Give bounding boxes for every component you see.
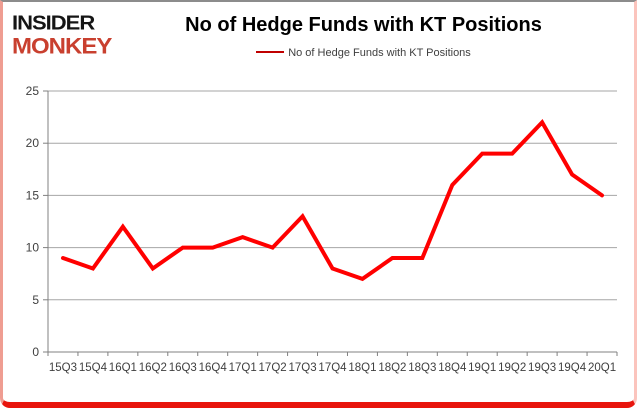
legend-label: No of Hedge Funds with KT Positions bbox=[288, 47, 471, 60]
y-tick-label: 15 bbox=[26, 188, 40, 202]
x-tick-label: 18Q3 bbox=[408, 362, 436, 374]
x-tick-label: 17Q2 bbox=[259, 362, 287, 374]
y-tick-label: 0 bbox=[32, 345, 39, 359]
x-tick-label: 15Q3 bbox=[49, 362, 77, 374]
logo-text-monkey: MONKEY bbox=[12, 34, 112, 59]
x-tick-label: 17Q1 bbox=[229, 362, 257, 374]
chart-title: No of Hedge Funds with KT Positions bbox=[185, 14, 542, 36]
chart-legend: No of Hedge Funds with KT Positions bbox=[113, 47, 614, 59]
insider-monkey-logo: INSIDER MONKEY bbox=[12, 11, 112, 60]
x-tick-label: 20Q1 bbox=[588, 362, 616, 374]
x-tick-label: 16Q2 bbox=[139, 362, 167, 374]
y-tick-label: 10 bbox=[26, 241, 40, 255]
chart-header: No of Hedge Funds with KT Positions No o… bbox=[113, 14, 614, 59]
legend-line-swatch bbox=[256, 51, 285, 54]
x-tick-label: 16Q4 bbox=[199, 362, 228, 374]
x-tick-label: 19Q3 bbox=[528, 362, 556, 374]
x-tick-label: 19Q2 bbox=[498, 362, 526, 374]
logo-text-insider: INSIDER bbox=[12, 11, 95, 35]
x-tick-label: 17Q4 bbox=[318, 362, 347, 374]
x-tick-label: 15Q4 bbox=[79, 362, 108, 374]
y-tick-label: 5 bbox=[32, 293, 39, 307]
x-tick-label: 18Q2 bbox=[378, 362, 406, 374]
x-tick-label: 16Q3 bbox=[169, 362, 197, 374]
x-tick-label: 19Q1 bbox=[468, 362, 496, 374]
y-tick-label: 20 bbox=[26, 136, 40, 150]
x-tick-label: 16Q1 bbox=[109, 362, 137, 374]
x-tick-label: 18Q1 bbox=[348, 362, 376, 374]
series-line bbox=[60, 119, 605, 282]
x-tick-label: 18Q4 bbox=[438, 362, 467, 374]
x-tick-label: 17Q3 bbox=[288, 362, 316, 374]
y-tick-label: 25 bbox=[26, 84, 40, 98]
x-tick-label: 19Q4 bbox=[558, 362, 587, 374]
